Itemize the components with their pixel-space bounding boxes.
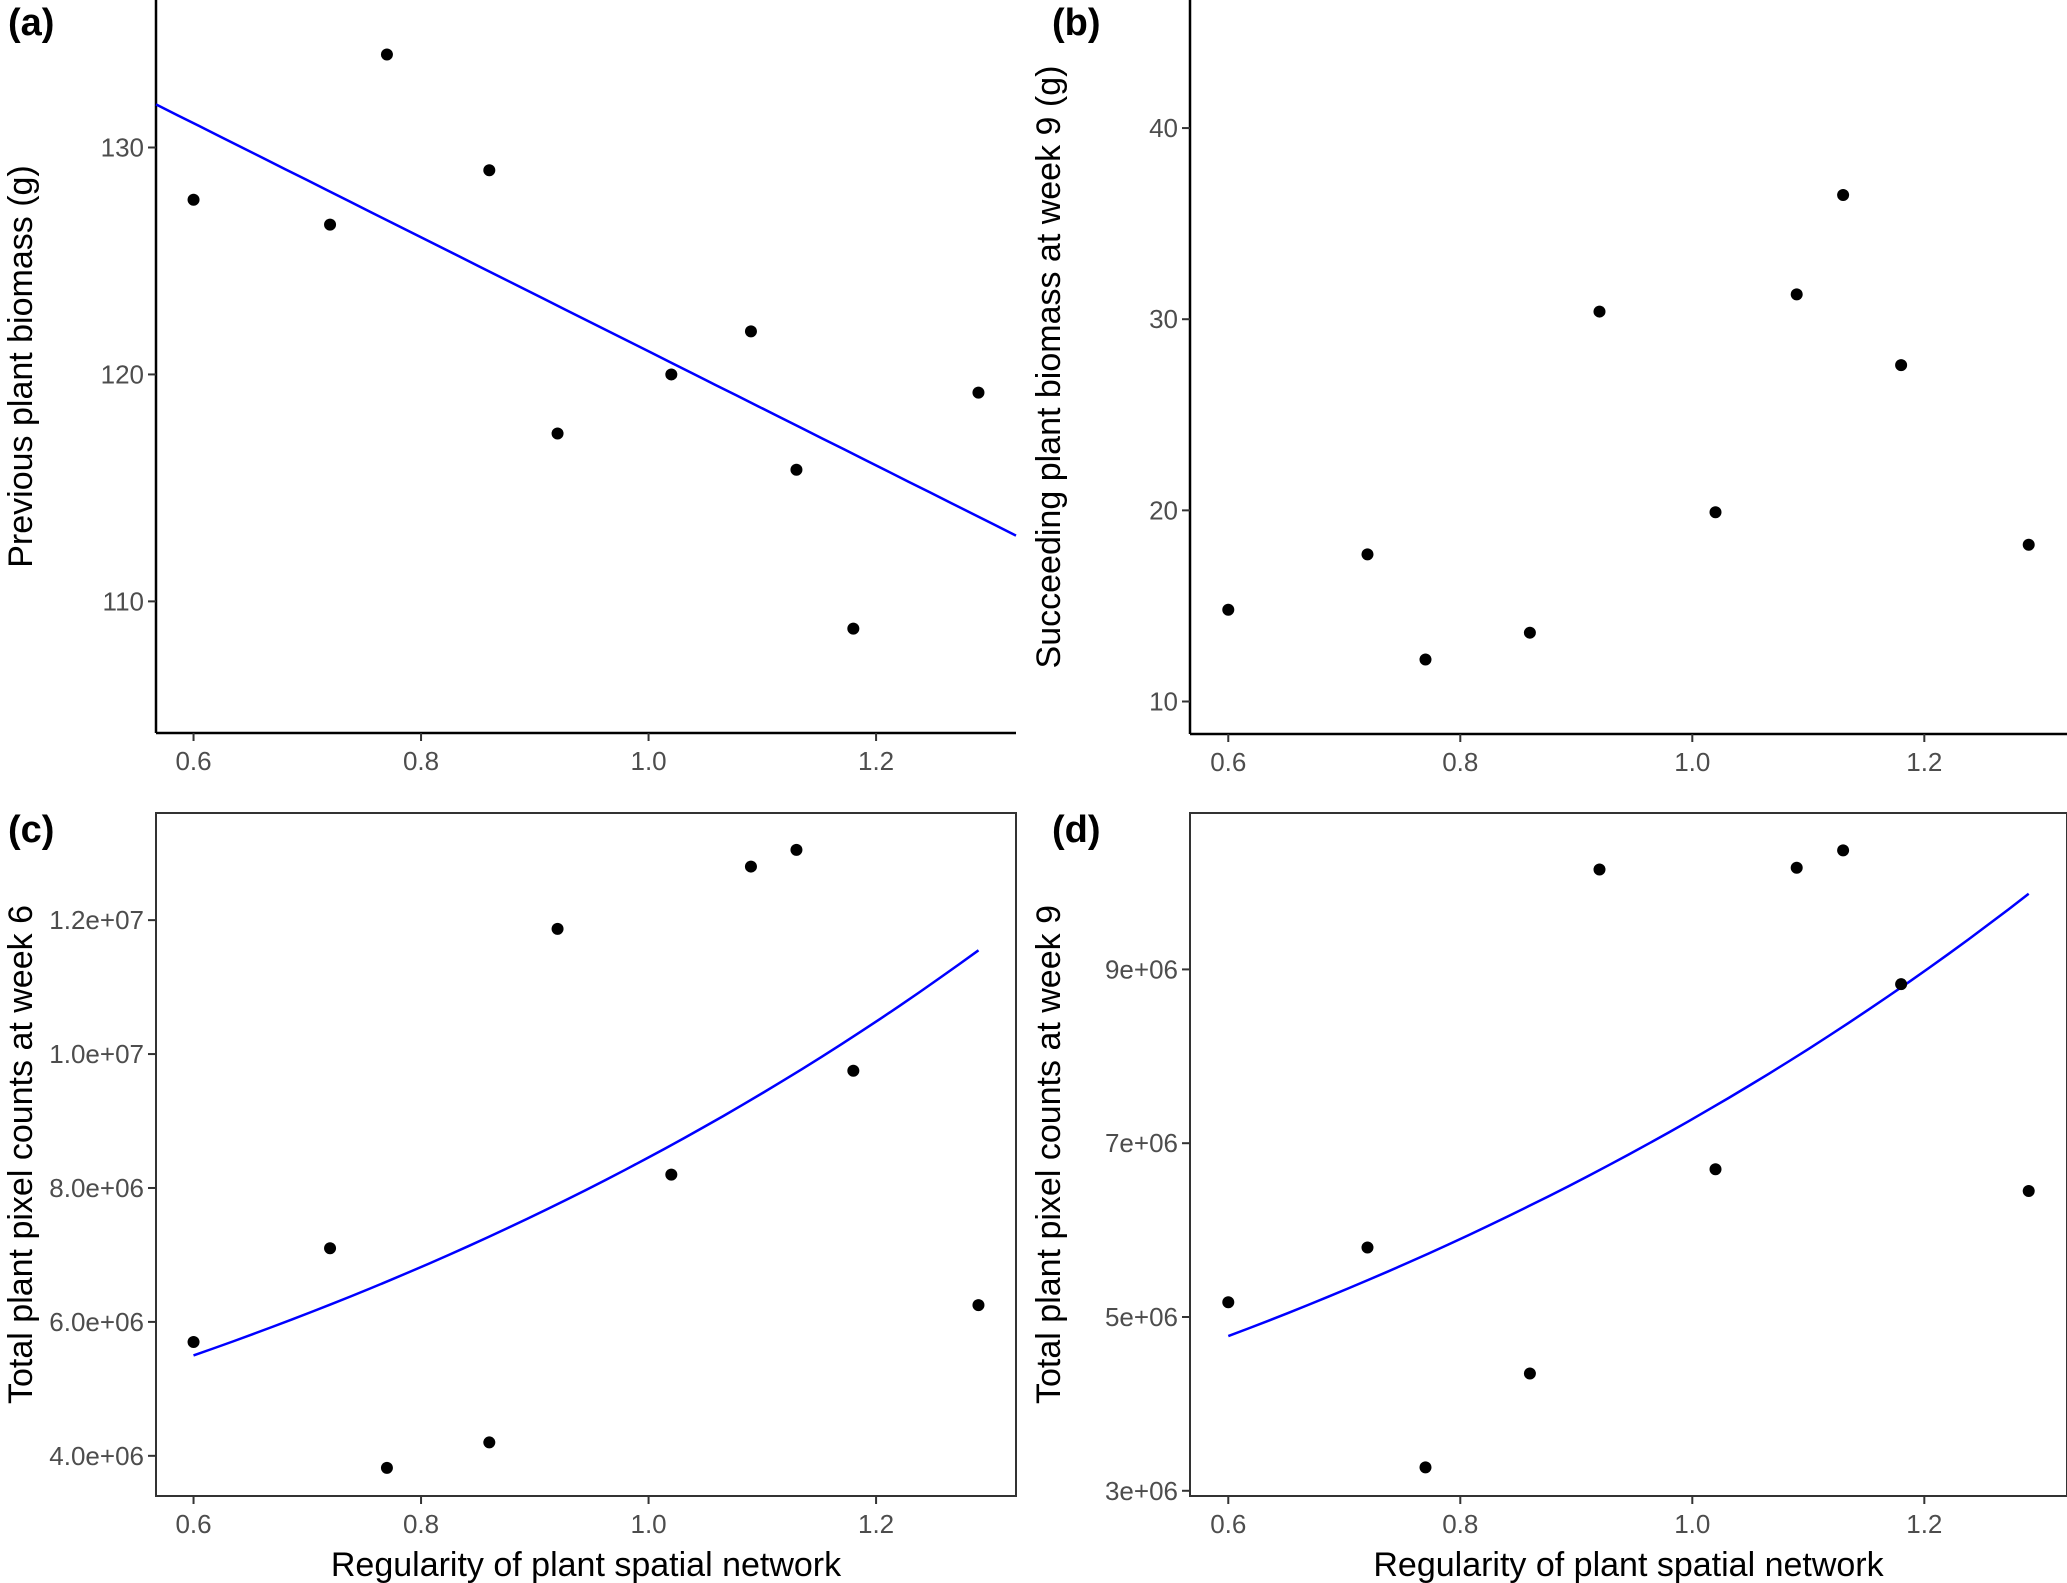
x-tick-label: 0.8 <box>403 746 439 776</box>
panel-c: 0.6 0.8 1.0 1.2 4.0e+06 6.0e+06 8.0e+06 1.0e+07… <box>2 809 1017 1583</box>
data-point <box>972 386 985 399</box>
data-point <box>1222 1296 1235 1309</box>
data-point <box>847 1064 860 1077</box>
y-tick-label: 20 <box>1149 495 1178 525</box>
fit-line <box>193 949 980 1357</box>
y-tick-label: 7e+06 <box>1105 1128 1178 1158</box>
y-tick-label: 30 <box>1149 304 1178 334</box>
panel-border <box>1189 812 2067 1497</box>
x-tick-label: 0.6 <box>1210 1509 1246 1539</box>
data-point <box>744 860 757 873</box>
x-axis-title: Regularity of plant spatial network <box>331 1546 842 1583</box>
y-axis-title: Total plant pixel counts at week 9 <box>1030 905 1068 1404</box>
data-point <box>1895 978 1908 991</box>
data-point <box>1709 506 1722 519</box>
y-tick-label: 1.2e+07 <box>49 905 144 935</box>
y-tick-label: 8.0e+06 <box>49 1173 144 1203</box>
data-point <box>483 1436 496 1449</box>
data-point <box>1790 861 1803 874</box>
y-tick-label: 6.0e+06 <box>49 1307 144 1337</box>
x-tick-label: 0.6 <box>175 1509 211 1539</box>
data-point <box>2022 1184 2035 1197</box>
data-point <box>1361 1241 1374 1254</box>
x-tick-label: 0.6 <box>1210 747 1246 777</box>
x-tick-label: 1.0 <box>1674 747 1710 777</box>
y-axis-title: Previous plant biomass (g) <box>2 165 40 568</box>
x-axis-title: Regularity of plant spatial network <box>1373 1546 1884 1583</box>
y-tick-label: 40 <box>1149 113 1178 143</box>
data-point <box>790 843 803 856</box>
data-point <box>1837 188 1850 201</box>
data-point <box>551 922 564 935</box>
x-tick-label: 1.0 <box>630 746 666 776</box>
data-point <box>187 1335 200 1348</box>
data-point <box>665 1168 678 1181</box>
y-tick-label: 3e+06 <box>1105 1476 1178 1506</box>
panel-border <box>155 812 1017 1497</box>
data-point <box>1419 1461 1432 1474</box>
x-tick-label: 1.0 <box>630 1509 666 1539</box>
y-tick-label: 5e+06 <box>1105 1302 1178 1332</box>
y-tick-label: 9e+06 <box>1105 954 1178 984</box>
data-point <box>1837 844 1850 857</box>
panel-d: 0.6 0.8 1.0 1.2 3e+06 5e+06 7e+06 9e+06 Total pl… <box>1030 809 2067 1583</box>
x-tick-label: 1.2 <box>1906 747 1942 777</box>
data-point <box>2022 538 2035 551</box>
data-point <box>324 1242 337 1255</box>
y-tick-label: 130 <box>101 133 144 163</box>
y-tick-label: 1.0e+07 <box>49 1039 144 1069</box>
x-tick-label: 0.8 <box>1442 1509 1478 1539</box>
data-point <box>847 622 860 635</box>
panel-label: (c) <box>8 809 54 851</box>
fit-line <box>155 103 1017 537</box>
data-point <box>1361 548 1374 561</box>
panel-label: (d) <box>1052 809 1101 851</box>
data-point <box>1593 305 1606 318</box>
data-point <box>972 1299 985 1312</box>
data-point <box>1593 863 1606 876</box>
panel-label: (b) <box>1052 2 1101 44</box>
y-tick-label: 4.0e+06 <box>49 1441 144 1471</box>
x-tick-label: 1.2 <box>1906 1509 1942 1539</box>
data-point <box>1419 653 1432 666</box>
data-point <box>1709 1163 1722 1176</box>
data-point <box>1895 359 1908 372</box>
x-tick-label: 1.2 <box>858 746 894 776</box>
x-tick-label: 1.2 <box>858 1509 894 1539</box>
data-point <box>1790 288 1803 301</box>
data-point <box>744 325 757 338</box>
panel-label: (a) <box>8 2 54 44</box>
data-point <box>380 1461 393 1474</box>
fit-line <box>1227 892 2030 1338</box>
data-point <box>1523 626 1536 639</box>
data-point <box>790 463 803 476</box>
y-tick-label: 110 <box>103 586 144 616</box>
x-tick-label: 1.0 <box>1674 1509 1710 1539</box>
y-axis-title: Succeeding plant biomass at week 9 (g) <box>1030 66 1068 669</box>
data-point <box>187 193 200 206</box>
data-point <box>665 368 678 381</box>
y-tick-label: 120 <box>101 359 144 389</box>
panel-a: 0.6 0.8 1.0 1.2 110 120 130 Previous plant biom… <box>2 0 1017 776</box>
data-point <box>1523 1367 1536 1380</box>
x-tick-label: 0.8 <box>403 1509 439 1539</box>
data-point <box>483 164 496 177</box>
data-point <box>380 48 393 61</box>
panel-b: 0.6 0.8 1.0 1.2 10 20 30 40 Succeeding plant bio… <box>1030 0 2067 777</box>
x-tick-label: 0.6 <box>175 746 211 776</box>
x-tick-label: 0.8 <box>1442 747 1478 777</box>
data-point <box>324 218 337 231</box>
data-point <box>1222 603 1235 616</box>
data-point <box>551 427 564 440</box>
y-tick-label: 10 <box>1149 687 1178 717</box>
y-axis-title: Total plant pixel counts at week 6 <box>2 905 40 1404</box>
